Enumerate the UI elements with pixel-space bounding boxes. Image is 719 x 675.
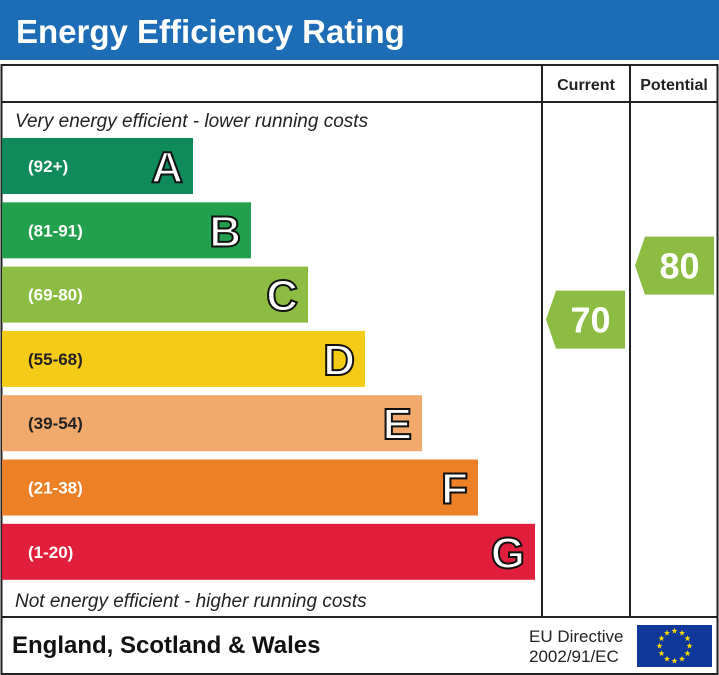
eu-star [679,629,685,636]
band-bar-B [2,202,251,259]
eu-star [684,650,691,657]
band-range-C: (69-80) [28,286,83,305]
band-range-E: (39-54) [28,414,83,433]
band-range-F: (21-38) [28,479,83,498]
band-bar-E [2,395,422,452]
bottom-note: Not energy efficient - higher running co… [15,591,367,612]
footer-region: England, Scotland & Wales [12,632,320,659]
band-bar-C [2,266,308,323]
band-bar-G [2,523,535,580]
potential-arrow [635,236,714,295]
potential-header: Potential [640,77,708,94]
eu-star [671,627,678,634]
eu-star [671,657,678,664]
frame [0,64,719,675]
eu-flag-stars [656,627,693,664]
band-letter-E: E [383,400,412,449]
title-bar [0,0,719,60]
eu-star [664,655,670,662]
eu-star [658,635,665,642]
band-letter-D: D [323,336,355,385]
directive-line1: EU Directive [529,627,623,646]
band-range-G: (1-20) [28,543,73,562]
band-range-A: (92+) [28,157,68,176]
band-range-B: (81-91) [28,221,83,240]
current-arrow [546,290,625,349]
band-letter-B: B [209,207,241,256]
band-bar-D [2,330,365,387]
top-note: Very energy efficient - lower running co… [15,111,369,132]
band-range-D: (55-68) [28,350,83,369]
eu-star [658,650,665,657]
eu-star [684,635,691,642]
band-letter-F: F [441,465,468,514]
band-letter-A: A [151,143,183,192]
band-letter-G: G [491,529,525,578]
eu-star [679,655,685,662]
directive-line2: 2002/91/EC [529,647,619,666]
band-bar-A [2,138,193,194]
potential-value: 80 [659,246,699,287]
current-header: Current [557,77,615,94]
band-bar-F [2,459,478,516]
chart-title: Energy Efficiency Rating [16,13,405,50]
current-value: 70 [570,300,610,341]
eu-star [664,629,670,636]
band-letter-C: C [266,272,298,321]
eu-star [656,642,663,649]
eu-star [686,642,693,649]
